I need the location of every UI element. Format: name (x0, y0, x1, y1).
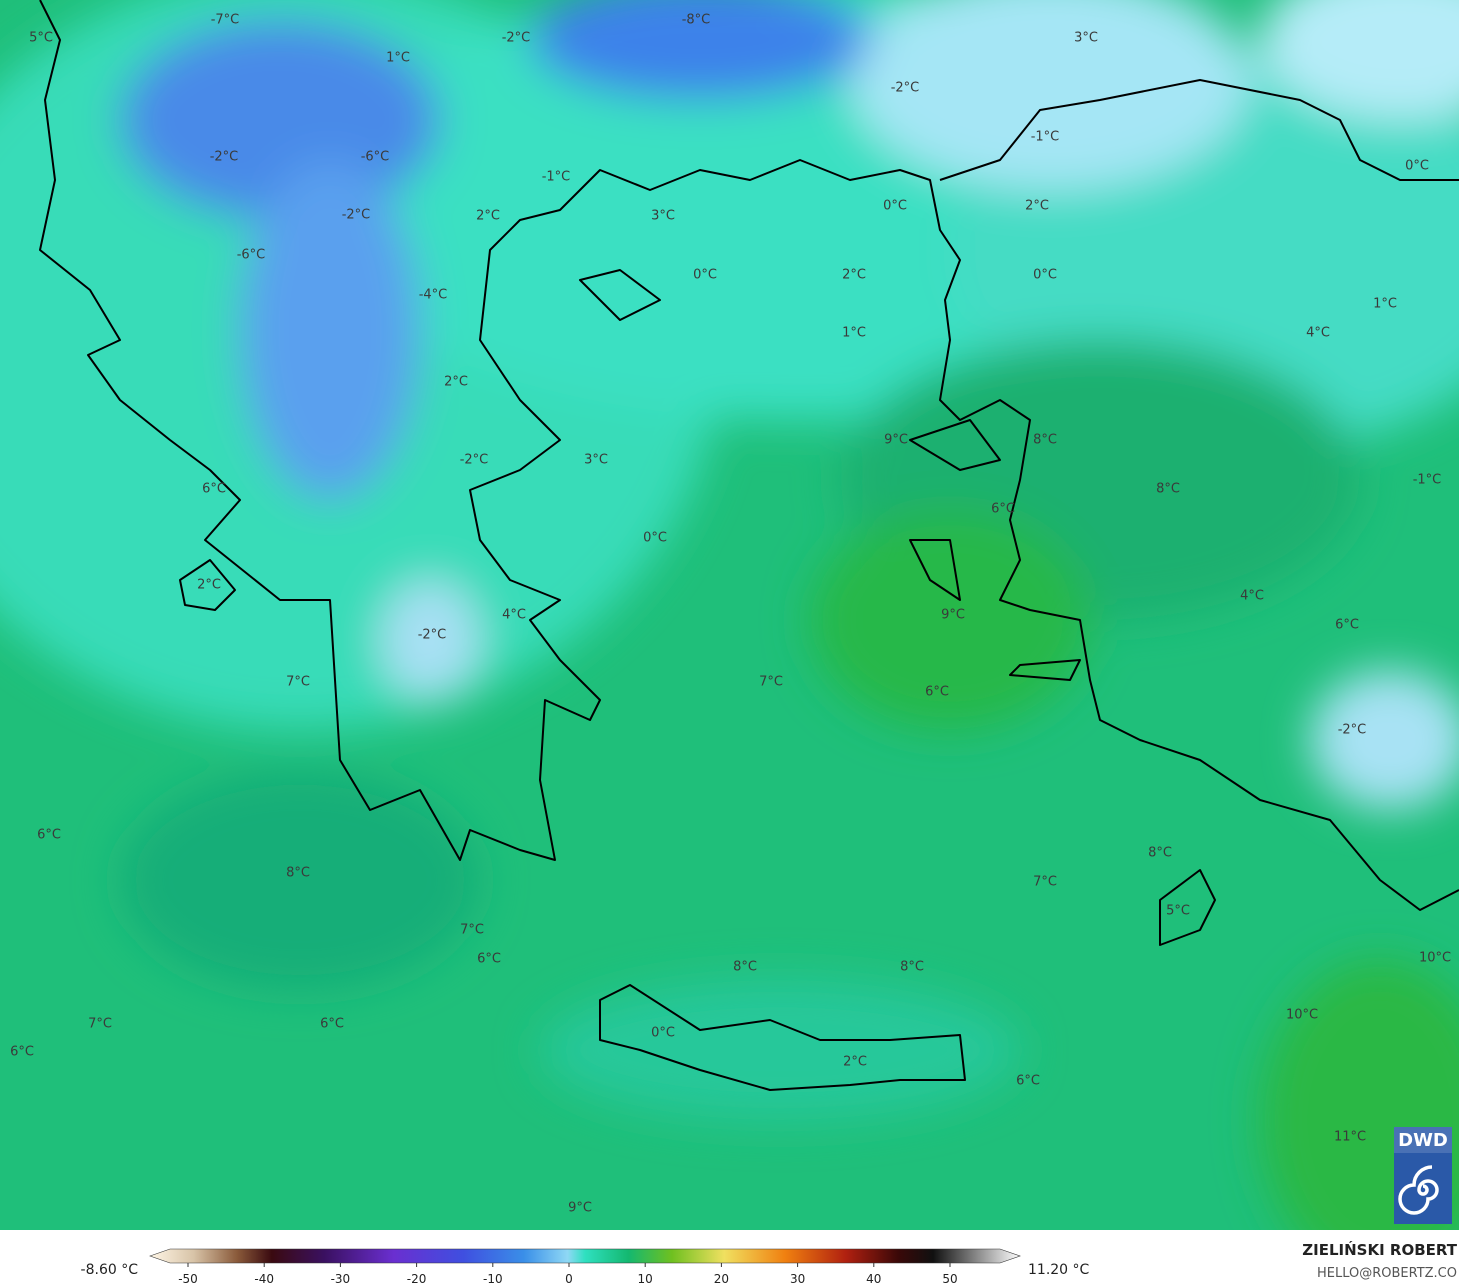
temperature-label: 5°C (29, 31, 53, 46)
temperature-label: 2°C (842, 268, 866, 283)
temperature-label: 3°C (584, 453, 608, 468)
colorbar-tick-label: -30 (331, 1272, 351, 1286)
temperature-label: -2°C (210, 150, 239, 165)
temperature-label: 6°C (37, 828, 61, 843)
temperature-label: 6°C (1335, 618, 1359, 633)
temperature-label: -1°C (1031, 130, 1060, 145)
temperature-label: 6°C (925, 685, 949, 700)
temperature-label: -1°C (1413, 473, 1442, 488)
colorbar-tick-label: 30 (790, 1272, 805, 1286)
temperature-label: -4°C (419, 288, 448, 303)
temperature-label: 2°C (1025, 199, 1049, 214)
temperature-label: 1°C (842, 326, 866, 341)
temperature-label: 6°C (1016, 1074, 1040, 1089)
temperature-label: 10°C (1419, 951, 1451, 966)
colorbar-tick-label: 20 (714, 1272, 729, 1286)
temperature-label: 4°C (502, 608, 526, 623)
temperature-label: -2°C (502, 31, 531, 46)
temperature-label: 3°C (1074, 31, 1098, 46)
temperature-label: 8°C (1156, 482, 1180, 497)
author: ZIELIŃSKI ROBERT (1302, 1240, 1457, 1259)
temperature-label: 7°C (88, 1017, 112, 1032)
temperature-label: 3°C (651, 209, 675, 224)
colorbar: -8.60 °C 11.20 °C -50 -40 -30 -20 -10 0 10 20 30… (81, 1248, 1090, 1286)
temperature-label: 8°C (900, 960, 924, 975)
temperature-label: -2°C (1338, 723, 1367, 738)
temperature-label: 1°C (386, 51, 410, 66)
temperature-label: 6°C (991, 502, 1015, 517)
temperature-label: -7°C (211, 13, 240, 28)
temperature-label: 6°C (477, 952, 501, 967)
temperature-label: 9°C (568, 1201, 592, 1216)
colorbar-tick-label: 50 (942, 1272, 957, 1286)
colorbar-tick-label: 10 (638, 1272, 653, 1286)
colorbar-tick-label: 40 (866, 1272, 881, 1286)
max-label: 11.20 °C (1028, 1262, 1090, 1278)
temperature-label: 2°C (843, 1055, 867, 1070)
logo-text: DWD (1398, 1130, 1448, 1151)
temperature-label: 7°C (460, 923, 484, 938)
temperature-label: 7°C (286, 675, 310, 690)
dwd-logo: DWD (1394, 1127, 1452, 1224)
temperature-label: 0°C (883, 199, 907, 214)
temperature-label: 0°C (1033, 268, 1057, 283)
temperature-label: -2°C (891, 81, 920, 96)
temperature-label: 8°C (286, 866, 310, 881)
temperature-label: 0°C (651, 1026, 675, 1041)
colorbar-tick-label: -10 (483, 1272, 503, 1286)
temperature-label: 4°C (1306, 326, 1330, 341)
temperature-label: 7°C (1033, 875, 1057, 890)
temperature-label: 2°C (476, 209, 500, 224)
temperature-label: 8°C (1148, 846, 1172, 861)
temperature-label: 2°C (197, 578, 221, 593)
temperature-label: 0°C (693, 268, 717, 283)
temperature-label: -6°C (361, 150, 390, 165)
coastlines (39, 0, 1459, 1091)
temperature-label: 8°C (733, 960, 757, 975)
temperature-label: 4°C (1240, 589, 1264, 604)
temperature-label: -1°C (542, 170, 571, 185)
temperature-label: 8°C (1033, 433, 1057, 448)
temperature-label: 9°C (941, 608, 965, 623)
temperature-label: 6°C (202, 482, 226, 497)
temperature-label: 0°C (1405, 159, 1429, 174)
temperature-label: 1°C (1373, 297, 1397, 312)
temperature-label: 10°C (1286, 1008, 1318, 1023)
temperature-label: -2°C (342, 208, 371, 223)
temperature-labels: 5°C -7°C 1°C -2°C -8°C 3°C -2°C -1°C 0°C -2°C -6°C… (10, 13, 1451, 1216)
colorbar-ramp (149, 1248, 1021, 1264)
colorbar-tick-label: -40 (254, 1272, 274, 1286)
colorbar-tick-label: -50 (178, 1272, 198, 1286)
colorbar-tick-label: -20 (407, 1272, 427, 1286)
temperature-label: 7°C (759, 675, 783, 690)
temperature-label: 11°C (1334, 1130, 1366, 1145)
temperature-label: 5°C (1166, 904, 1190, 919)
temperature-label: 2°C (444, 375, 468, 390)
temperature-label: -8°C (682, 13, 711, 28)
contact: HELLO@ROBERTZ.CO (1317, 1266, 1457, 1281)
min-label: -8.60 °C (81, 1262, 139, 1278)
temperature-label: 0°C (643, 531, 667, 546)
temperature-label: -2°C (418, 628, 447, 643)
temperature-label: -6°C (237, 248, 266, 263)
temperature-label: 6°C (320, 1017, 344, 1032)
temperature-label: 6°C (10, 1045, 34, 1060)
temperature-label: 9°C (884, 433, 908, 448)
colorbar-tick-label: 0 (565, 1272, 573, 1286)
temperature-label: -2°C (460, 453, 489, 468)
